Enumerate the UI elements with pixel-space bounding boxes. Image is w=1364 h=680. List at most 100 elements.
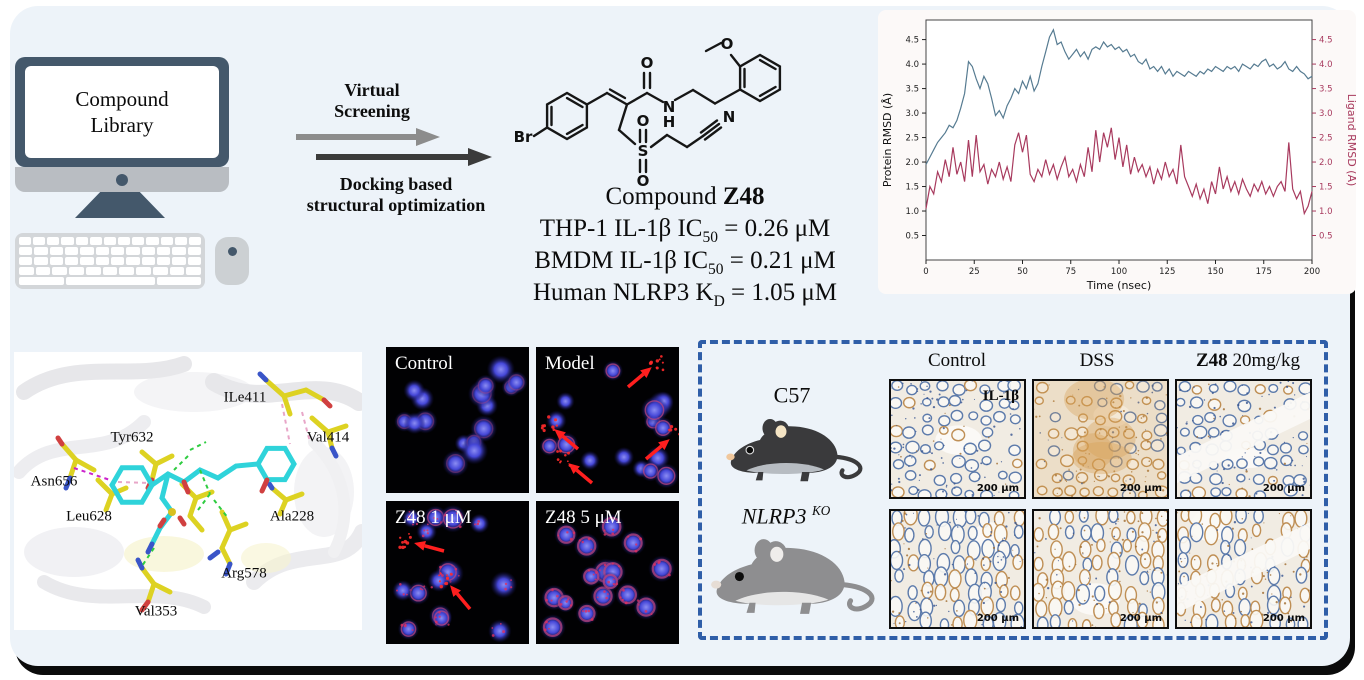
gland <box>1221 486 1232 497</box>
stain-speckle <box>1214 383 1217 386</box>
red-speckle <box>607 580 611 584</box>
stain-speckle <box>1118 406 1121 408</box>
stain-speckle <box>1087 466 1089 468</box>
stain-speckle <box>1254 455 1256 458</box>
gland <box>1237 399 1252 413</box>
keyboard-key <box>188 237 202 245</box>
stain-speckle <box>1232 612 1235 614</box>
red-speck-cluster <box>555 424 558 427</box>
gland <box>1077 413 1089 423</box>
stain-speckle <box>903 543 905 545</box>
stain-speckle <box>1303 605 1306 608</box>
stain-speckle <box>938 393 941 396</box>
gland <box>952 510 968 529</box>
stain-speckle <box>1152 529 1154 532</box>
rmsd-chart-card: 0.5 0.5 1.0 1.0 1.5 1.5 2.0 2.0 2.5 2.5 3.0 3.0 3.5 3… <box>878 10 1358 294</box>
mouse-c57-illustration <box>726 418 863 482</box>
stain-speckle <box>1306 556 1308 558</box>
stain-speckle <box>1299 573 1302 576</box>
stain-speckle <box>1303 558 1306 560</box>
stain-speckle <box>926 385 928 388</box>
ihc-c57-z48: 200 μm <box>1175 379 1312 499</box>
stain-speckle <box>953 380 955 382</box>
stain-speckle <box>896 425 898 427</box>
stain-speckle <box>1166 574 1168 576</box>
red-speckle <box>582 610 584 613</box>
red-speckle <box>510 586 513 589</box>
red-speckle <box>444 514 447 517</box>
stain-speckle <box>929 590 933 593</box>
stain-speckle <box>1247 512 1249 514</box>
stain-speckle <box>1221 598 1223 601</box>
stain-speckle <box>1306 442 1308 444</box>
red-speckle <box>635 543 638 546</box>
stain-speckle <box>1186 390 1189 392</box>
stain-speckle <box>1036 545 1039 548</box>
stain-speckle <box>1056 492 1058 495</box>
stain-speckle <box>1261 613 1264 616</box>
stain-speckle <box>1227 464 1230 467</box>
gland <box>1075 583 1091 605</box>
gland <box>1033 556 1044 572</box>
red-speck-cluster <box>553 418 558 422</box>
gland <box>1081 619 1092 628</box>
stain-speckle <box>1113 470 1116 473</box>
gland <box>1063 600 1074 615</box>
keyboard-key <box>156 277 201 285</box>
gland <box>1126 598 1139 616</box>
gland <box>999 584 1009 599</box>
gland <box>979 489 994 498</box>
gland <box>1279 596 1292 615</box>
stain-speckle <box>1119 580 1121 583</box>
red-speckle <box>438 615 441 618</box>
red-speckle <box>504 582 508 586</box>
stain-speckle <box>1119 394 1122 398</box>
residue-label-leu628: Leu628 <box>66 508 112 525</box>
cell-nucleus <box>392 580 414 602</box>
cell-nucleus <box>505 371 528 394</box>
stain-speckle <box>1250 621 1253 624</box>
gland <box>1107 580 1123 601</box>
x-tick-label: 150 <box>1207 267 1223 277</box>
stain-speckle <box>981 623 983 626</box>
stain-speckle <box>1241 517 1244 520</box>
gland <box>1093 602 1105 620</box>
gland <box>907 600 922 622</box>
stain-speckle <box>915 615 918 618</box>
stain-speckle <box>945 484 948 487</box>
gland <box>917 489 932 498</box>
residue-label-val414: Val414 <box>306 429 350 446</box>
stain-speckle <box>1193 386 1195 388</box>
stain-speckle <box>1103 386 1105 388</box>
keyboard-key <box>172 247 186 255</box>
stain-speckle <box>1115 407 1117 409</box>
gland <box>1219 510 1233 526</box>
stain-speckle <box>1146 590 1149 592</box>
stain-speckle <box>929 451 931 453</box>
stain-speckle <box>1251 548 1254 550</box>
red-speckle <box>572 531 576 535</box>
keyboard-key <box>49 257 63 265</box>
gland <box>1297 616 1309 628</box>
stain-speckle <box>920 589 923 592</box>
red-speckle <box>423 585 426 588</box>
stain-speckle <box>1012 408 1014 410</box>
red-speckle <box>624 601 628 605</box>
stain-speckle <box>1213 417 1215 420</box>
stain-speckle <box>1287 380 1290 383</box>
protein-ribbon <box>205 373 368 411</box>
stain-speckle <box>1039 432 1042 434</box>
stain-speckle <box>1294 464 1296 467</box>
marker-label-il1b: IL-1β <box>983 388 1019 404</box>
tissue-gap-band <box>1176 521 1311 614</box>
red-speckle <box>565 600 568 603</box>
gland <box>903 455 917 467</box>
keyboard-key <box>80 257 94 265</box>
stain-speckle <box>1293 394 1296 396</box>
fluoro-image-z48-1um <box>386 501 529 644</box>
stain-speckle <box>1075 470 1078 472</box>
keyboard-key <box>95 247 109 255</box>
stain-speckle <box>1137 454 1139 456</box>
red-speck-cluster <box>439 584 443 589</box>
atom-o-sulfonyl-top: O <box>637 112 650 130</box>
